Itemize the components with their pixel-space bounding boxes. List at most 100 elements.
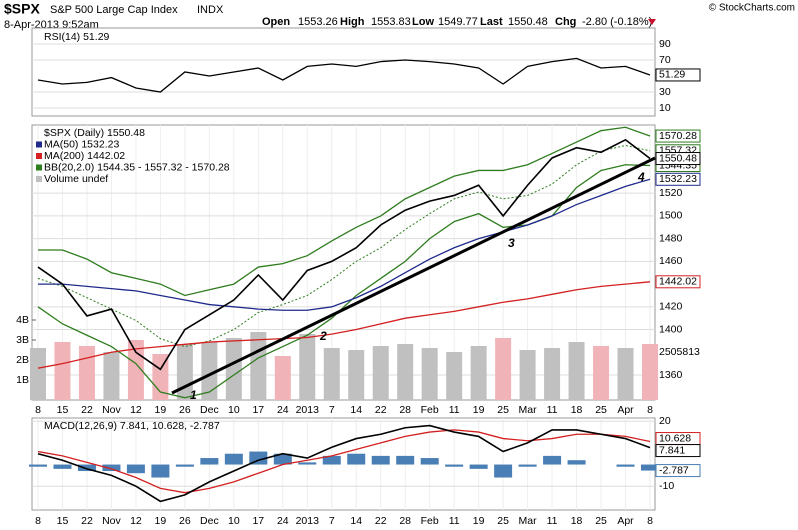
histogram-bar bbox=[29, 464, 47, 467]
histogram-bar bbox=[347, 453, 366, 465]
y-tick-label: 30 bbox=[659, 86, 671, 98]
x-tick-label: 24 bbox=[277, 515, 289, 527]
histogram-bar bbox=[469, 464, 488, 469]
value-tag-box bbox=[655, 129, 701, 143]
histogram-bar bbox=[102, 464, 121, 472]
volume-bar bbox=[103, 352, 120, 400]
volume-bar bbox=[299, 334, 316, 400]
x-tick-label: 15 bbox=[57, 515, 69, 527]
y-tick-label: 1460 bbox=[659, 255, 683, 267]
histogram-bar bbox=[224, 453, 243, 465]
x-tick-label: Mar bbox=[519, 515, 538, 527]
x-tick-label: 8 bbox=[647, 404, 653, 416]
histogram-bar bbox=[273, 453, 292, 465]
x-tick-label: 19 bbox=[473, 404, 485, 416]
x-tick-label: 10 bbox=[228, 515, 240, 527]
x-tick-label: 28 bbox=[399, 404, 411, 416]
value-tag-box bbox=[655, 172, 701, 186]
histogram-bar bbox=[53, 464, 72, 469]
x-tick-label: 14 bbox=[350, 515, 362, 527]
y-tick-label: -10 bbox=[659, 480, 674, 492]
volume-bar bbox=[544, 348, 561, 400]
histogram-bar bbox=[543, 455, 562, 465]
legend-swatch bbox=[36, 176, 42, 182]
last-value: 1550.48 bbox=[508, 16, 548, 28]
down-arrow bbox=[648, 19, 656, 25]
x-tick-label: 22 bbox=[81, 404, 93, 416]
value-tag-box bbox=[655, 444, 701, 458]
volume-bar bbox=[642, 344, 658, 400]
x-tick-label: 25 bbox=[595, 515, 607, 527]
value-tag-box bbox=[655, 152, 701, 166]
y-tick-label: 1400 bbox=[659, 323, 683, 335]
volume-bar bbox=[421, 348, 438, 400]
x-tick-label: Apr bbox=[617, 404, 634, 416]
chg-label: Chg bbox=[555, 16, 576, 28]
y2-tick-label: 2B bbox=[16, 354, 29, 366]
y-tick-label: 1360 bbox=[659, 369, 683, 381]
x-tick-label: 11 bbox=[449, 404, 460, 416]
legend-entry: BB(20,2.0) 1544.35 - 1557.32 - 1570.28 bbox=[44, 161, 230, 173]
volume-bar bbox=[348, 350, 365, 400]
x-tick-label: 17 bbox=[252, 515, 264, 527]
legend-swatch bbox=[36, 164, 42, 171]
bollinger-middle bbox=[37, 144, 651, 348]
legend-entry: MA(50) 1532.23 bbox=[44, 138, 119, 150]
low-label: Low bbox=[412, 16, 434, 28]
x-tick-label: 19 bbox=[155, 404, 167, 416]
moving-average bbox=[38, 178, 651, 311]
value-tag-box bbox=[655, 68, 701, 82]
volume-bar bbox=[446, 352, 463, 400]
y-tick-label: 1420 bbox=[659, 301, 683, 313]
histogram-bar bbox=[445, 464, 464, 467]
x-tick-label: 2013 bbox=[296, 404, 320, 416]
value-tag-box bbox=[655, 275, 701, 289]
signal-line bbox=[37, 429, 651, 494]
histogram-bar bbox=[200, 458, 219, 465]
histogram-bar bbox=[175, 464, 194, 467]
volume-bar bbox=[78, 346, 95, 400]
value-tag: 51.29 bbox=[659, 69, 685, 81]
x-tick-label: Mar bbox=[519, 404, 538, 416]
x-tick-label: 22 bbox=[375, 515, 387, 527]
volume-bar bbox=[323, 348, 340, 400]
volume-bar bbox=[519, 350, 536, 400]
x-tick-label: 12 bbox=[130, 515, 142, 527]
index-name: S&P 500 Large Cap Index bbox=[50, 4, 178, 16]
histogram-bar bbox=[249, 451, 268, 465]
value-tag: 1442.02 bbox=[659, 276, 697, 288]
value-tag: -2.787 bbox=[659, 464, 689, 476]
rsi-legend: RSI(14) 51.29 bbox=[44, 31, 110, 43]
x-tick-label: 22 bbox=[375, 404, 387, 416]
x-tick-label: 18 bbox=[571, 404, 583, 416]
x-tick-label: 7 bbox=[329, 515, 335, 527]
x-tick-label: Apr bbox=[617, 515, 634, 527]
histogram-bar bbox=[322, 455, 341, 465]
x-tick-label: Dec bbox=[200, 515, 219, 527]
price-line bbox=[37, 138, 651, 371]
x-tick-label: 25 bbox=[497, 515, 509, 527]
rsi-line bbox=[37, 57, 651, 93]
chg-value: -2.80 (-0.18%) bbox=[582, 16, 652, 28]
x-tick-label: Nov bbox=[102, 515, 121, 527]
histogram-bar bbox=[641, 464, 659, 471]
volume-bar bbox=[201, 342, 218, 400]
histogram-bar bbox=[298, 462, 317, 465]
panel-frame bbox=[31, 124, 656, 401]
legend-swatch bbox=[36, 141, 42, 148]
volume-bar bbox=[617, 348, 634, 400]
legend-entry: Volume undef bbox=[44, 173, 108, 185]
annotation: 1 bbox=[190, 388, 197, 402]
x-tick-label: 22 bbox=[81, 515, 93, 527]
trend-line bbox=[171, 156, 656, 395]
moving-average bbox=[37, 281, 651, 369]
volume-tag: 2505813 bbox=[659, 346, 700, 358]
legend-entry: $SPX (Daily) 1550.48 bbox=[44, 127, 145, 139]
volume-bar bbox=[54, 342, 71, 400]
volume-bar bbox=[225, 338, 242, 400]
volume-bar bbox=[593, 346, 610, 400]
y-tick-label: 1520 bbox=[659, 187, 683, 199]
annotation: 3 bbox=[508, 236, 515, 250]
x-tick-label: 12 bbox=[130, 404, 142, 416]
bollinger-upper bbox=[38, 126, 651, 297]
